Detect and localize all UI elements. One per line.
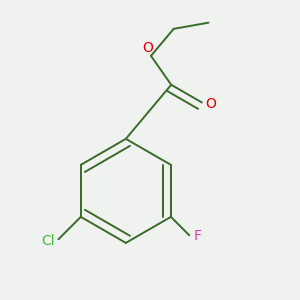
Text: O: O [142,41,153,56]
Text: F: F [194,230,202,243]
Text: Cl: Cl [41,234,55,248]
Text: O: O [206,97,217,110]
